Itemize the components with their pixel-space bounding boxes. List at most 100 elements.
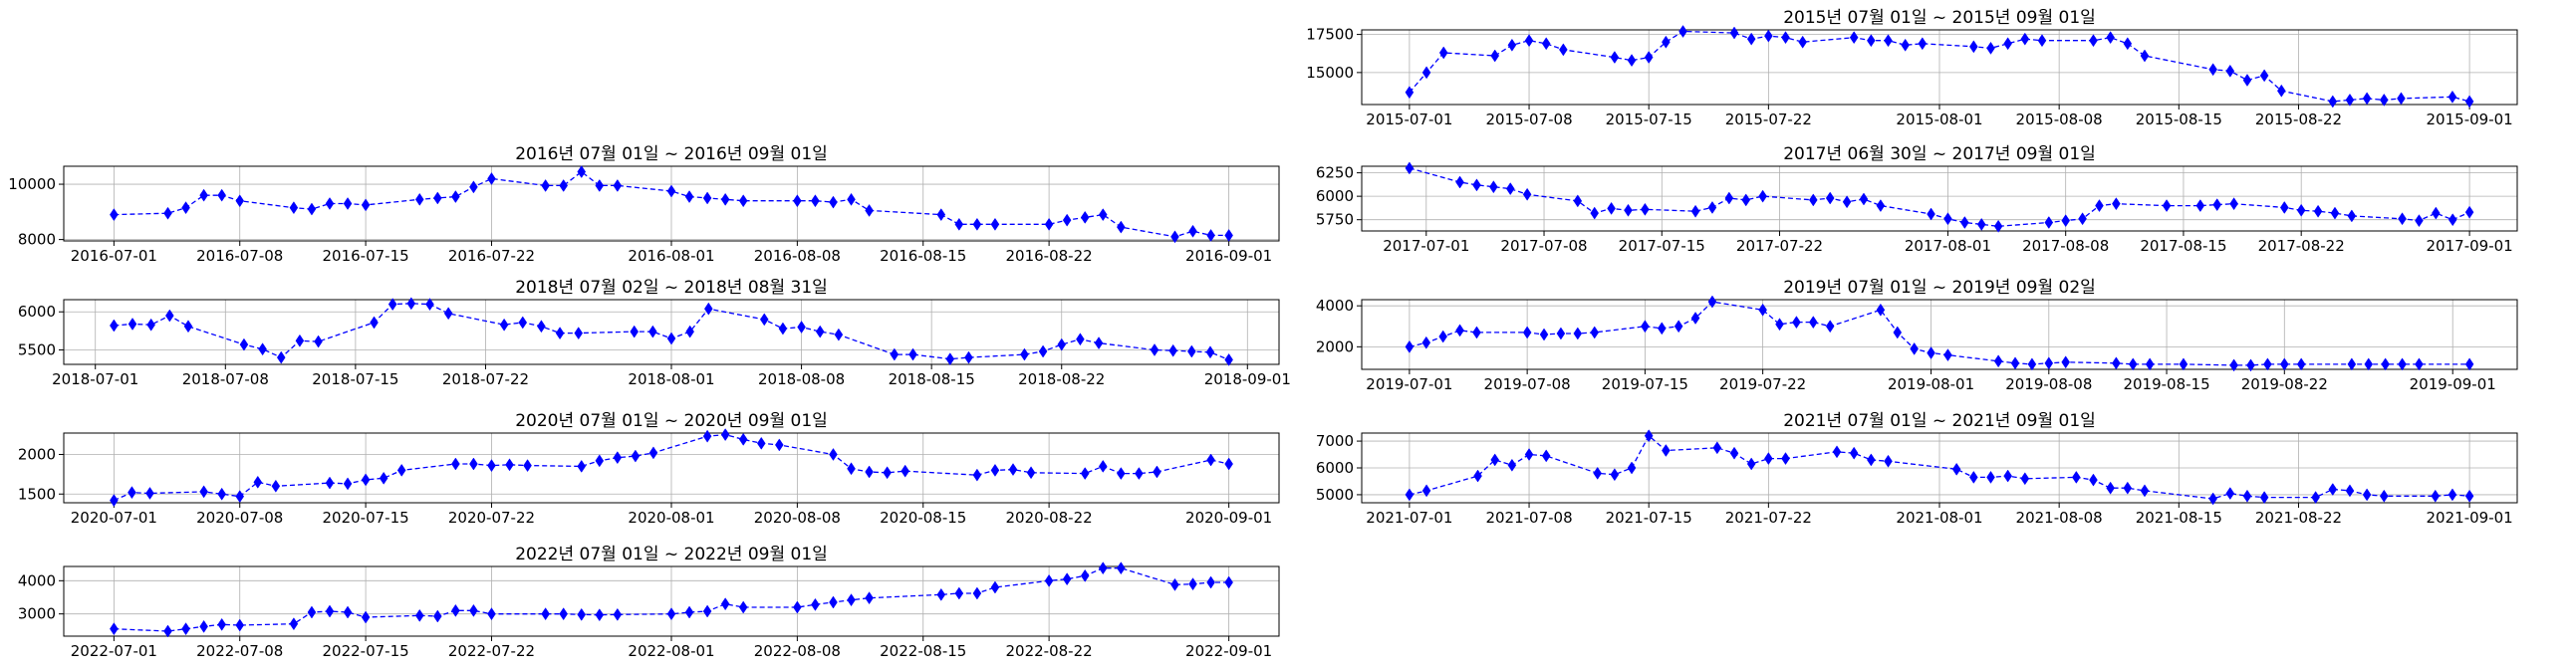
data-point: [235, 618, 245, 632]
x-tick-label: 2022-07-22: [448, 642, 535, 660]
data-point: [1044, 573, 1054, 587]
data-point: [1607, 201, 1616, 215]
data-point: [1641, 320, 1650, 334]
data-point: [199, 188, 208, 202]
data-point: [1098, 561, 1108, 575]
y-tick-label: 2000: [18, 445, 56, 463]
data-point: [1062, 572, 1072, 586]
x-tick-label: 2017-07-01: [1383, 237, 1469, 255]
data-point: [1556, 327, 1566, 340]
data-point: [1729, 26, 1739, 40]
data-point: [1927, 346, 1935, 359]
data-point: [1539, 328, 1549, 341]
x-tick-label: 2018-09-01: [1204, 370, 1291, 388]
data-point: [865, 465, 874, 479]
data-point: [1541, 449, 1551, 463]
data-point: [908, 347, 917, 361]
data-point: [2020, 32, 2030, 46]
data-point: [110, 494, 119, 508]
data-point: [1729, 446, 1739, 460]
data-point: [343, 477, 353, 491]
data-point: [738, 194, 748, 208]
x-tick-label: 2018-08-15: [889, 370, 975, 388]
data-point: [2432, 206, 2441, 220]
data-point: [1080, 568, 1090, 582]
data-point: [2242, 74, 2252, 87]
data-point: [559, 178, 568, 192]
data-point: [235, 490, 245, 504]
y-tick-label: 5750: [1316, 211, 1354, 229]
data-point: [1421, 336, 1431, 349]
data-point: [704, 302, 713, 316]
data-point: [2447, 90, 2457, 104]
data-point: [1867, 34, 1876, 48]
axes-frame: [1361, 299, 2518, 370]
data-point: [2464, 95, 2474, 109]
data-point: [1781, 31, 1790, 45]
y-tick-label: 1500: [18, 485, 56, 503]
data-point: [1135, 467, 1144, 481]
data-point: [110, 208, 119, 222]
data-point: [2447, 488, 2457, 502]
data-point: [595, 178, 605, 192]
data-point: [307, 605, 317, 619]
data-point: [2061, 214, 2070, 228]
data-point: [1421, 484, 1431, 498]
x-tick-label: 2017-08-01: [1905, 237, 1991, 255]
data-point: [1986, 470, 1995, 484]
data-point: [613, 451, 623, 465]
data-point: [487, 607, 496, 621]
x-tick-label: 2019-07-22: [1719, 375, 1806, 393]
data-point: [631, 449, 641, 463]
x-tick-label: 2021-07-08: [1485, 509, 1572, 527]
data-point: [759, 313, 769, 327]
data-point: [1590, 326, 1600, 339]
data-point: [738, 600, 748, 614]
data-point: [361, 473, 371, 487]
data-point: [2296, 203, 2306, 217]
data-point: [1993, 219, 2003, 233]
data-point: [1781, 452, 1790, 466]
data-point: [1524, 448, 1534, 461]
data-point: [343, 197, 353, 210]
data-point: [541, 607, 550, 621]
data-point: [2364, 357, 2374, 371]
x-tick-label: 2017-08-08: [2022, 237, 2109, 255]
y-tick-label: 6000: [18, 303, 56, 321]
data-point: [1690, 312, 1700, 325]
data-point: [1832, 445, 1842, 459]
data-point: [2379, 489, 2389, 503]
data-point: [414, 192, 424, 206]
data-point: [1842, 195, 1852, 209]
x-tick-label: 2020-07-22: [448, 509, 535, 527]
x-tick-label: 2021-08-01: [1896, 509, 1982, 527]
data-point: [2089, 34, 2098, 48]
x-tick-label: 2019-08-01: [1888, 375, 1974, 393]
data-point: [217, 487, 226, 501]
x-tick-label: 2018-08-22: [1018, 370, 1105, 388]
x-tick-label: 2021-08-15: [2136, 509, 2222, 527]
data-point: [666, 184, 676, 198]
data-point: [1224, 457, 1233, 471]
data-point: [1960, 216, 1969, 229]
data-point: [2263, 357, 2272, 371]
data-point: [1825, 320, 1835, 334]
data-point: [443, 307, 453, 321]
data-point: [343, 605, 353, 619]
data-point: [1884, 454, 1893, 468]
data-point: [1421, 66, 1431, 80]
data-point: [2128, 357, 2138, 371]
x-tick-label: 2016-08-01: [628, 247, 714, 265]
data-point: [613, 178, 623, 192]
data-point: [2010, 356, 2020, 370]
data-point: [199, 485, 208, 499]
data-point: [1057, 337, 1067, 351]
data-point: [1026, 466, 1036, 480]
chart-panel-2: 2017-07-01 2017-07-08 2017-07-15 2017-07-22…: [1316, 144, 2518, 255]
data-point: [1455, 324, 1464, 337]
data-point: [811, 194, 820, 208]
data-point: [829, 448, 838, 461]
data-point: [1741, 193, 1751, 207]
data-point: [972, 217, 982, 231]
data-point: [2447, 213, 2457, 227]
